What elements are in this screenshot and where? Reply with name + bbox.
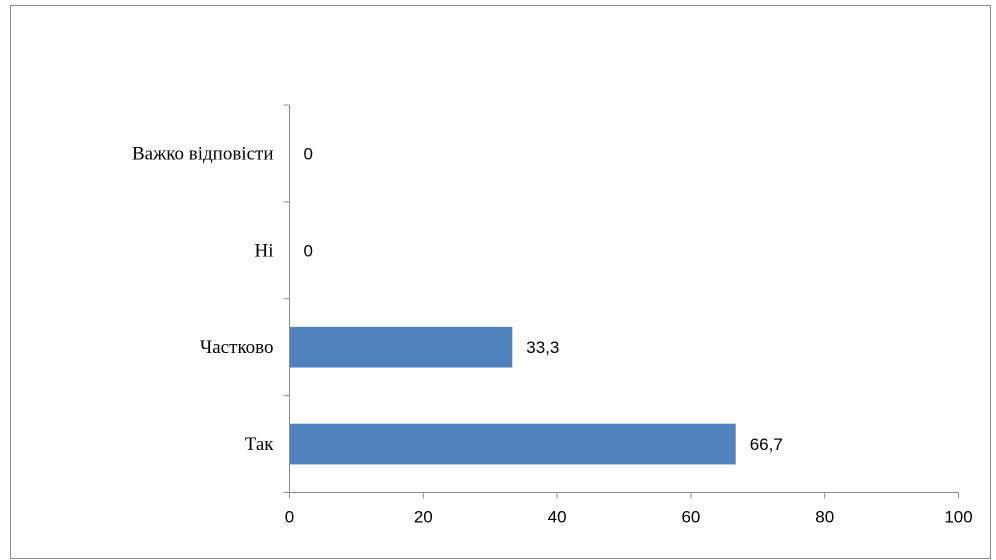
x-tick-label: 20 — [414, 508, 433, 527]
data-labels: 66,7 33,3 0 0 — [304, 144, 783, 454]
x-tick-label: 100 — [944, 508, 972, 527]
category-label: Важко відповісти — [132, 143, 274, 164]
x-axis-ticks — [289, 492, 959, 499]
bars-group — [289, 326, 736, 465]
category-label: Так — [245, 434, 275, 455]
bar — [289, 423, 736, 465]
x-tick-label: 0 — [285, 508, 294, 527]
category-label: Частково — [200, 337, 274, 358]
category-label: Ні — [255, 240, 274, 261]
data-label: 66,7 — [750, 435, 783, 454]
bar — [289, 326, 513, 368]
x-tick-labels: 0 20 40 60 80 100 — [285, 508, 973, 527]
data-label: 0 — [304, 144, 313, 163]
x-tick-label: 80 — [815, 508, 834, 527]
category-labels: Так Частково Ні Важко відповісти — [132, 143, 274, 455]
data-label: 33,3 — [526, 338, 559, 357]
y-axis-ticks — [283, 104, 290, 493]
x-tick-label: 40 — [548, 508, 567, 527]
x-tick-label: 60 — [681, 508, 700, 527]
data-label: 0 — [304, 241, 313, 260]
chart-frame — [10, 5, 991, 559]
